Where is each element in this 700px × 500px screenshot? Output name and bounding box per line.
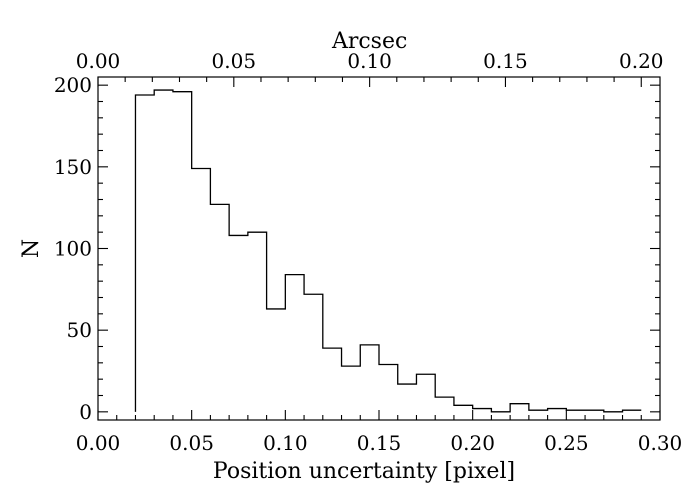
y-tick-label: 100 — [54, 237, 92, 261]
top-axis-title: Arcsec — [331, 29, 407, 54]
plot-frame — [97, 76, 661, 421]
y-tick-label: 200 — [54, 73, 92, 97]
x-tick-label: 0.15 — [357, 431, 402, 455]
histogram-outline — [134, 89, 642, 413]
top-tick-label: 0.15 — [483, 49, 528, 73]
y-axis-title: N — [19, 239, 44, 258]
y-tick-label: 150 — [54, 155, 92, 179]
x-tick-label: 0.05 — [169, 431, 214, 455]
x-tick-label: 0.00 — [76, 431, 121, 455]
top-tick-label: 0.05 — [212, 49, 257, 73]
top-tick-label: 0.10 — [347, 49, 392, 73]
top-tick-label: 0.20 — [619, 49, 664, 73]
x-tick-label: 0.30 — [638, 431, 683, 455]
x-tick-label: 0.25 — [544, 431, 589, 455]
x-axis-title: Position uncertainty [pixel] — [213, 459, 515, 484]
tick-labels: 0.00 0.05 0.10 0.15 0.20 0.25 0.30 0.00 0.05 0.10… — [54, 49, 682, 455]
tick-marks — [97, 77, 661, 420]
y-tick-label: 50 — [67, 318, 92, 342]
top-tick-label: 0.00 — [76, 49, 121, 73]
x-tick-label: 0.20 — [450, 431, 495, 455]
x-tick-label: 0.10 — [263, 431, 308, 455]
y-tick-label: 0 — [79, 400, 92, 424]
